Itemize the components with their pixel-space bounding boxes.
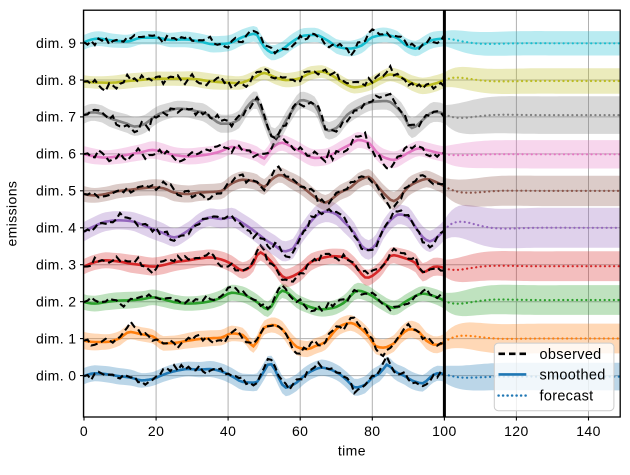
svg-text:120: 120 (504, 423, 529, 439)
svg-text:dim. 8: dim. 8 (36, 72, 77, 88)
svg-text:20: 20 (148, 423, 164, 439)
svg-text:140: 140 (576, 423, 601, 439)
svg-text:dim. 2: dim. 2 (36, 294, 77, 310)
svg-text:forecast: forecast (540, 389, 594, 405)
svg-text:dim. 7: dim. 7 (36, 109, 77, 125)
svg-text:dim. 4: dim. 4 (36, 220, 77, 236)
svg-text:observed: observed (540, 347, 602, 363)
svg-text:0: 0 (80, 423, 88, 439)
svg-text:dim. 5: dim. 5 (36, 183, 77, 199)
svg-text:80: 80 (364, 423, 380, 439)
svg-text:100: 100 (432, 423, 457, 439)
svg-text:emissions: emissions (4, 181, 20, 247)
svg-text:dim. 9: dim. 9 (36, 35, 77, 51)
svg-text:40: 40 (220, 423, 236, 439)
svg-text:dim. 3: dim. 3 (36, 257, 77, 273)
svg-text:time: time (338, 443, 366, 459)
svg-text:smoothed: smoothed (540, 367, 606, 383)
svg-text:60: 60 (292, 423, 308, 439)
svg-text:dim. 1: dim. 1 (36, 330, 77, 346)
svg-text:dim. 0: dim. 0 (36, 367, 77, 383)
svg-text:dim. 6: dim. 6 (36, 146, 77, 162)
